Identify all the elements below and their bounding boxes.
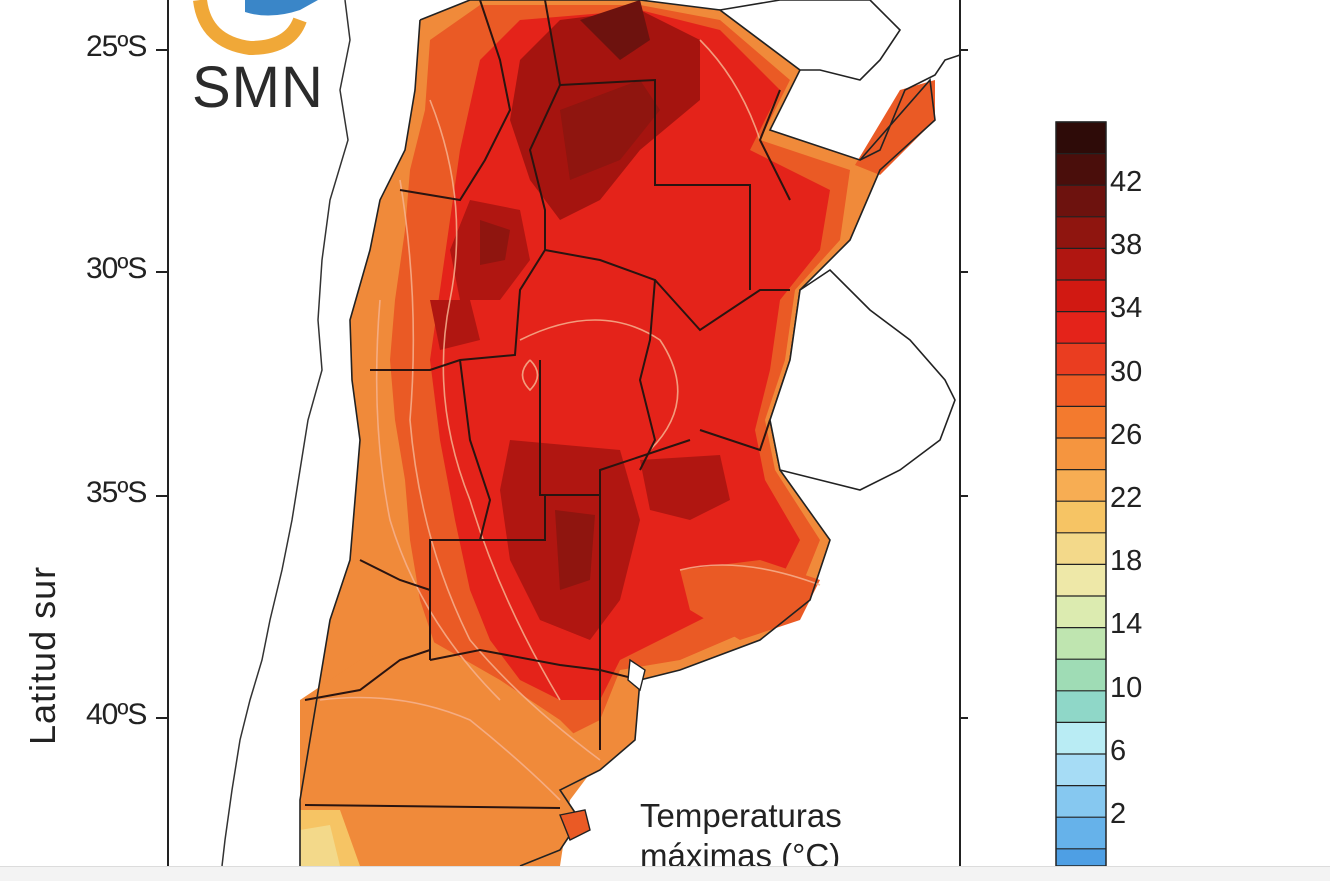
- colorbar-swatch: [1056, 469, 1106, 502]
- colorbar-swatch: [1056, 501, 1106, 534]
- colorbar-swatch: [1056, 185, 1106, 218]
- colorbar-swatch: [1056, 280, 1106, 313]
- colorbar-swatch: [1056, 216, 1106, 249]
- colorbar-swatch: [1056, 311, 1106, 344]
- colorbar-label: 6: [1110, 734, 1127, 767]
- lat-tick-25: 25ºS: [86, 30, 147, 63]
- uruguay-outline: [769, 268, 956, 491]
- colorbar-swatch: [1056, 343, 1106, 376]
- colorbar-label: 34: [1110, 292, 1143, 325]
- colorbar-swatch: [1056, 406, 1106, 439]
- colorbar-label: 14: [1110, 608, 1143, 641]
- colorbar-swatch: [1056, 690, 1106, 723]
- colorbar-swatch: [1056, 596, 1106, 629]
- colorbar-swatch: [1056, 438, 1106, 471]
- smn-logo-text: SMN: [192, 55, 324, 120]
- colorbar-label: 30: [1110, 355, 1143, 388]
- colorbar-label: 22: [1110, 482, 1143, 514]
- colorbar-swatch: [1056, 564, 1106, 597]
- colorbar-label: 2: [1110, 798, 1127, 830]
- map-title-line1: Temperaturas: [640, 797, 842, 834]
- lat-tick-30: 30ºS: [86, 252, 147, 285]
- y-axis-label: Latitud sur: [22, 565, 63, 745]
- colorbar-swatch: [1056, 532, 1106, 565]
- map-title: Temperaturas máximas (°C): [640, 796, 842, 876]
- colorbar-label: 18: [1110, 545, 1143, 578]
- colorbar-swatch: [1056, 659, 1106, 692]
- colorbar-label: 38: [1110, 229, 1143, 262]
- lat-tick-40: 40ºS: [86, 698, 147, 731]
- colorbar-swatch: [1056, 374, 1106, 407]
- smn-logo-icon: [193, 0, 318, 56]
- colorbar-swatch: [1056, 248, 1106, 281]
- colorbar-swatch: [1056, 627, 1106, 660]
- colorbar: [1055, 121, 1107, 885]
- colorbar-swatch: [1056, 817, 1106, 850]
- paraguay-outline: [718, 0, 902, 81]
- colorbar-label: 10: [1110, 671, 1143, 704]
- bay-outline: [627, 658, 646, 692]
- brazil-outline: [859, 54, 961, 161]
- colorbar-swatch: [1056, 754, 1106, 787]
- colorbar-swatch: [1056, 722, 1106, 755]
- colorbar-swatch: [1056, 785, 1106, 818]
- colorbar-label: 26: [1110, 418, 1143, 451]
- colorbar-label: 42: [1110, 166, 1143, 198]
- lat-tick-35: 35ºS: [86, 476, 147, 509]
- argentina-temperature-field: [300, 0, 935, 866]
- province-boundaries: [304, 0, 791, 809]
- colorbar-swatch: [1056, 153, 1106, 186]
- chile-coast-outline: [221, 0, 351, 867]
- islands-outline: [559, 809, 591, 841]
- colorbar-swatch: [1056, 122, 1106, 155]
- bottom-bar: [0, 866, 1330, 881]
- lat-ticks: [156, 49, 968, 719]
